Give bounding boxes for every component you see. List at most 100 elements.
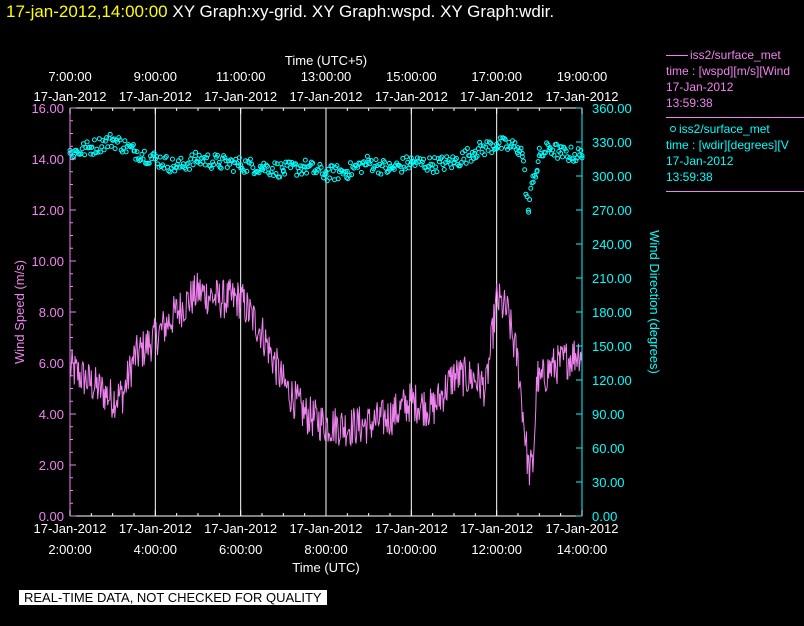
y-left-tick-label: 0.00	[39, 509, 64, 524]
wind-direction-marker	[525, 207, 531, 213]
wind-direction-marker	[536, 145, 542, 151]
wind-direction-marker	[219, 155, 225, 161]
wind-direction-marker	[368, 158, 374, 163]
wind-direction-marker	[444, 154, 450, 160]
wind-direction-marker	[458, 160, 464, 166]
legend-wdir-date: 17-Jan-2012	[666, 154, 734, 168]
wind-direction-marker	[243, 158, 248, 164]
wind-direction-marker	[358, 170, 364, 175]
wind-direction-marker	[519, 154, 525, 160]
wind-direction-marker	[404, 154, 409, 160]
wind-direction-marker	[88, 151, 94, 157]
wind-direction-marker	[482, 152, 487, 158]
wind-direction-marker	[550, 147, 556, 153]
quality-notice: REAL-TIME DATA, NOT CHECKED FOR QUALITY	[19, 590, 327, 605]
x-bottom-tick-label: 12:00:00	[471, 542, 522, 557]
wind-direction-marker	[407, 162, 413, 168]
y-right-tick-label: 120.00	[592, 373, 632, 388]
wind-direction-marker	[567, 155, 573, 161]
wind-direction-marker	[166, 168, 172, 174]
wind-direction-marker	[139, 151, 145, 157]
x-top-tick-label: 11:00:00	[216, 69, 266, 84]
wind-direction-marker	[107, 131, 113, 137]
x-top-date-label: 17-Jan-2012	[34, 89, 107, 104]
wind-direction-marker	[568, 144, 574, 150]
wind-direction-marker	[84, 139, 90, 145]
wind-direction-marker	[310, 160, 316, 166]
wind-direction-marker	[286, 159, 292, 165]
wind-direction-marker	[486, 139, 492, 145]
x-top-date-label: 17-Jan-2012	[290, 89, 363, 104]
wind-direction-marker	[189, 152, 195, 158]
wind-direction-marker	[273, 171, 279, 176]
wind-direction-marker	[218, 165, 224, 171]
wind-direction-marker	[349, 172, 355, 178]
y-right-axis-title: Wind Direction (degrees)	[647, 230, 662, 374]
legend-wspd-time: 13:59:38	[666, 96, 713, 110]
x-bottom-date-label: 17-Jan-2012	[204, 521, 277, 536]
wind-direction-marker	[556, 148, 562, 154]
wind-direction-point	[526, 209, 532, 215]
x-top-tick-label: 7:00:00	[48, 69, 91, 84]
wind-direction-marker	[247, 156, 253, 162]
wind-direction-marker	[478, 143, 484, 149]
wind-direction-marker	[364, 153, 370, 159]
wind-speed-series	[69, 272, 583, 486]
wind-direction-marker	[372, 163, 378, 169]
wind-direction-marker	[297, 163, 303, 169]
legend-divider	[666, 117, 804, 118]
wind-direction-marker	[94, 146, 100, 152]
x-top-tick-label: 17:00:00	[471, 69, 522, 84]
wind-direction-marker	[324, 178, 330, 184]
wind-direction-marker	[428, 161, 434, 167]
wind-direction-marker	[343, 169, 348, 175]
y-right-tick-label: 0.00	[592, 509, 617, 524]
wind-direction-marker	[330, 168, 336, 174]
wind-direction-marker	[187, 166, 192, 172]
wind-direction-marker	[194, 158, 200, 164]
y-left-tick-label: 2.00	[39, 458, 64, 473]
wind-direction-marker	[528, 185, 534, 191]
legend-wind-direction: iss2/surface_met time : [wdir][degrees][…	[666, 121, 804, 185]
wind-direction-marker	[294, 172, 300, 178]
x-bottom-tick-label: 14:00:00	[557, 542, 608, 557]
y-right-tick-label: 60.00	[592, 441, 625, 456]
wind-direction-marker	[122, 138, 128, 144]
wind-direction-marker	[383, 165, 389, 171]
wind-direction-marker	[563, 148, 569, 154]
wind-direction-marker	[141, 148, 147, 154]
legend-wspd-source: iss2/surface_met	[690, 48, 781, 62]
x-bottom-date-label: 17-Jan-2012	[375, 521, 448, 536]
wind-direction-marker	[74, 149, 80, 155]
wind-direction-marker	[228, 157, 234, 163]
y-right-tick-label: 360.00	[592, 101, 632, 116]
wind-direction-marker	[573, 158, 579, 164]
wind-direction-marker	[480, 143, 486, 149]
wind-direction-marker	[236, 155, 242, 161]
wind-direction-marker	[446, 157, 452, 163]
marker-swatch-icon	[670, 126, 676, 132]
wind-direction-marker	[571, 158, 576, 164]
wind-direction-marker	[157, 154, 163, 160]
header-timestamp: 17-jan-2012,14:00:00	[6, 2, 168, 21]
y-left-tick-label: 12.00	[31, 203, 64, 218]
wind-direction-marker	[156, 164, 162, 170]
wind-direction-marker	[534, 169, 540, 175]
wind-direction-marker	[347, 160, 353, 166]
wind-speed-line	[69, 272, 583, 486]
wind-direction-marker	[522, 167, 528, 173]
wind-direction-marker	[523, 191, 529, 197]
y-right-tick-label: 300.00	[592, 169, 632, 184]
wind-direction-point	[344, 168, 350, 174]
y-left-tick-label: 10.00	[31, 254, 64, 269]
wind-direction-marker	[427, 155, 433, 161]
wind-direction-marker	[200, 159, 206, 165]
wind-direction-marker	[518, 145, 524, 151]
wind-direction-marker	[212, 152, 218, 158]
wind-direction-marker	[288, 165, 294, 171]
wind-direction-marker	[578, 147, 584, 153]
wind-direction-marker	[375, 170, 381, 176]
wind-direction-series	[67, 131, 585, 215]
wind-direction-marker	[138, 157, 144, 163]
wind-direction-marker	[346, 172, 352, 178]
